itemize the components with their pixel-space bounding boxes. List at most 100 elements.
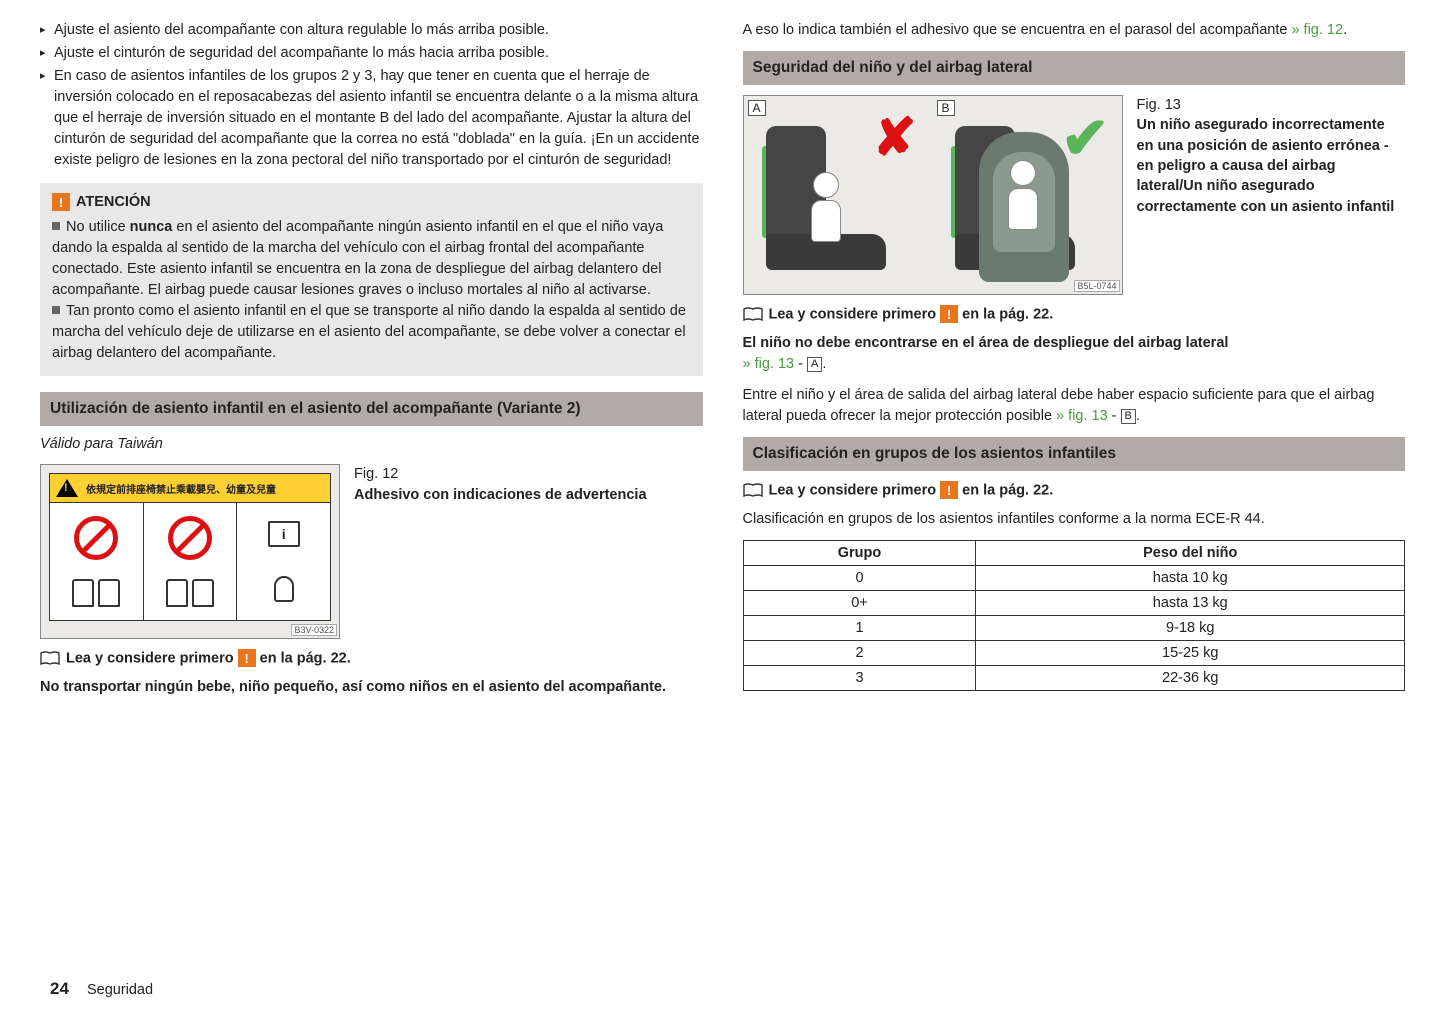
table-cell: 1 <box>743 616 976 641</box>
sticker-icon-row: i <box>49 503 331 621</box>
hand-icon <box>274 576 294 602</box>
bullet-item: ▸ Ajuste el cinturón de seguridad del ac… <box>40 43 703 64</box>
table-cell: 3 <box>743 666 976 691</box>
figure-number: Fig. 13 <box>1137 95 1397 115</box>
figure-title: Un niño asegurado incorrectamente en una… <box>1137 117 1395 214</box>
figure-12-row: 依規定前排座椅禁止乘載嬰兒、幼童及兒童 <box>40 464 703 639</box>
table-header: Peso del niño <box>976 541 1405 566</box>
fig-link: » fig. 13 <box>743 356 795 372</box>
warning-icon: ! <box>52 193 70 211</box>
read-first-line: Lea y considere primero ! en la pág. 22. <box>743 481 1406 499</box>
table-row: 215-25 kg <box>743 641 1405 666</box>
sticker-yellow-bar: 依規定前排座椅禁止乘載嬰兒、幼童及兒童 <box>49 473 331 503</box>
figure-13-caption: Fig. 13 Un niño asegurado incorrectament… <box>1137 95 1397 217</box>
fig13-panel-b: B ✔ <box>933 96 1122 294</box>
child-head <box>813 172 839 198</box>
table-header: Grupo <box>743 541 976 566</box>
warning-header: ! ATENCIÓN <box>52 193 691 211</box>
bullet-list: ▸ Ajuste el asiento del acompañante con … <box>40 20 703 171</box>
seat-icon <box>166 579 188 607</box>
bullet-text: Ajuste el cinturón de seguridad del acom… <box>54 43 549 64</box>
prohibit-icon <box>74 516 118 560</box>
child-head <box>1010 160 1036 186</box>
table-cell: hasta 10 kg <box>976 566 1405 591</box>
table-cell: 9-18 kg <box>976 616 1405 641</box>
left-column: ▸ Ajuste el asiento del acompañante con … <box>40 20 703 708</box>
prohibit-icon <box>168 516 212 560</box>
book-icon <box>743 483 763 498</box>
figure-number: Fig. 12 <box>354 464 647 484</box>
table-row: 19-18 kg <box>743 616 1405 641</box>
table-cell: 22-36 kg <box>976 666 1405 691</box>
warning-triangle-icon <box>56 479 78 497</box>
table-header-row: Grupo Peso del niño <box>743 541 1405 566</box>
space-line: Entre el niño y el área de salida del ai… <box>743 385 1406 427</box>
class-intro: Clasificación en grupos de los asientos … <box>743 509 1406 530</box>
table-row: 0+hasta 13 kg <box>743 591 1405 616</box>
book-icon <box>743 307 763 322</box>
panel-label: A <box>748 100 766 116</box>
read-first-line: Lea y considere primero ! en la pág. 22. <box>40 649 703 667</box>
fig-link: » fig. 13 <box>1056 408 1108 424</box>
group-table: Grupo Peso del niño 0hasta 10 kg0+hasta … <box>743 540 1406 691</box>
fig-link: » fig. 12 <box>1291 22 1343 38</box>
box-letter: A <box>807 357 822 372</box>
manual-icon: i <box>268 521 300 547</box>
table-cell: 2 <box>743 641 976 666</box>
table-row: 322-36 kg <box>743 666 1405 691</box>
seat-icons <box>166 579 214 607</box>
page-columns: ▸ Ajuste el asiento del acompañante con … <box>40 20 1405 708</box>
read-first-line: Lea y considere primero ! en la pág. 22. <box>743 305 1406 323</box>
page-footer: 24 Seguridad <box>50 979 153 999</box>
locale-note: Válido para Taiwán <box>40 436 703 452</box>
sticker-cn-text: 依規定前排座椅禁止乘載嬰兒、幼童及兒童 <box>86 481 276 496</box>
child-figure <box>808 172 844 242</box>
book-icon <box>40 651 60 666</box>
figure-title: Adhesivo con indicaciones de advertencia <box>354 487 647 503</box>
bullet-marker: ▸ <box>40 43 54 64</box>
child-body <box>1008 188 1038 230</box>
figure-13-image: A ✘ B <box>743 95 1123 295</box>
warning-paragraph: No utilice nunca en el asiento del acomp… <box>52 217 691 301</box>
check-mark-icon: ✔ <box>1061 104 1110 172</box>
warning-icon: ! <box>940 481 958 499</box>
seat-icaccount <box>72 579 120 607</box>
sticker-cell: i <box>237 503 330 620</box>
figure-code: B3V-0322 <box>291 624 337 636</box>
figure-code: B5L-0744 <box>1074 280 1119 292</box>
warning-title: ATENCIÓN <box>76 194 151 210</box>
child-figure <box>1005 160 1041 230</box>
seat-icon <box>192 579 214 607</box>
bullet-text: En caso de asientos infantiles de los gr… <box>54 66 703 171</box>
figure-12-caption: Fig. 12 Adhesivo con indicaciones de adv… <box>354 464 647 505</box>
figure-13-row: A ✘ B <box>743 95 1406 295</box>
warning-box: ! ATENCIÓN No utilice nunca en el asient… <box>40 183 703 376</box>
warning-icon: ! <box>238 649 256 667</box>
right-column: A eso lo indica también el adhesivo que … <box>743 20 1406 708</box>
bullet-marker: ▸ <box>40 66 54 171</box>
box-letter: B <box>1121 409 1136 424</box>
section-heading: Seguridad del niño y del airbag lateral <box>743 51 1406 85</box>
footer-section: Seguridad <box>87 982 153 998</box>
fig13-panel-a: A ✘ <box>744 96 933 294</box>
bullet-text: Ajuste el asiento del acompañante con al… <box>54 20 549 41</box>
bullet-marker: ▸ <box>40 20 54 41</box>
sticker-cell <box>50 503 144 620</box>
table-cell: 15-25 kg <box>976 641 1405 666</box>
bullet-item: ▸ Ajuste el asiento del acompañante con … <box>40 20 703 41</box>
seat-icon <box>72 579 94 607</box>
warning-paragraph: Tan pronto como el asiento infantil en e… <box>52 301 691 364</box>
sticker-cell <box>144 503 238 620</box>
seat-icon <box>98 579 120 607</box>
area-line: El niño no debe encontrarse en el área d… <box>743 333 1406 375</box>
table-cell: 0+ <box>743 591 976 616</box>
intro-paragraph: A eso lo indica también el adhesivo que … <box>743 20 1406 41</box>
table-cell: 0 <box>743 566 976 591</box>
panel-label: B <box>937 100 955 116</box>
section-heading: Clasificación en grupos de los asientos … <box>743 437 1406 471</box>
no-transport-line: No transportar ningún bebe, niño pequeño… <box>40 677 703 698</box>
child-body <box>811 200 841 242</box>
x-mark-icon: ✘ <box>873 108 917 168</box>
square-bullet-icon <box>52 222 60 230</box>
bullet-item: ▸ En caso de asientos infantiles de los … <box>40 66 703 171</box>
